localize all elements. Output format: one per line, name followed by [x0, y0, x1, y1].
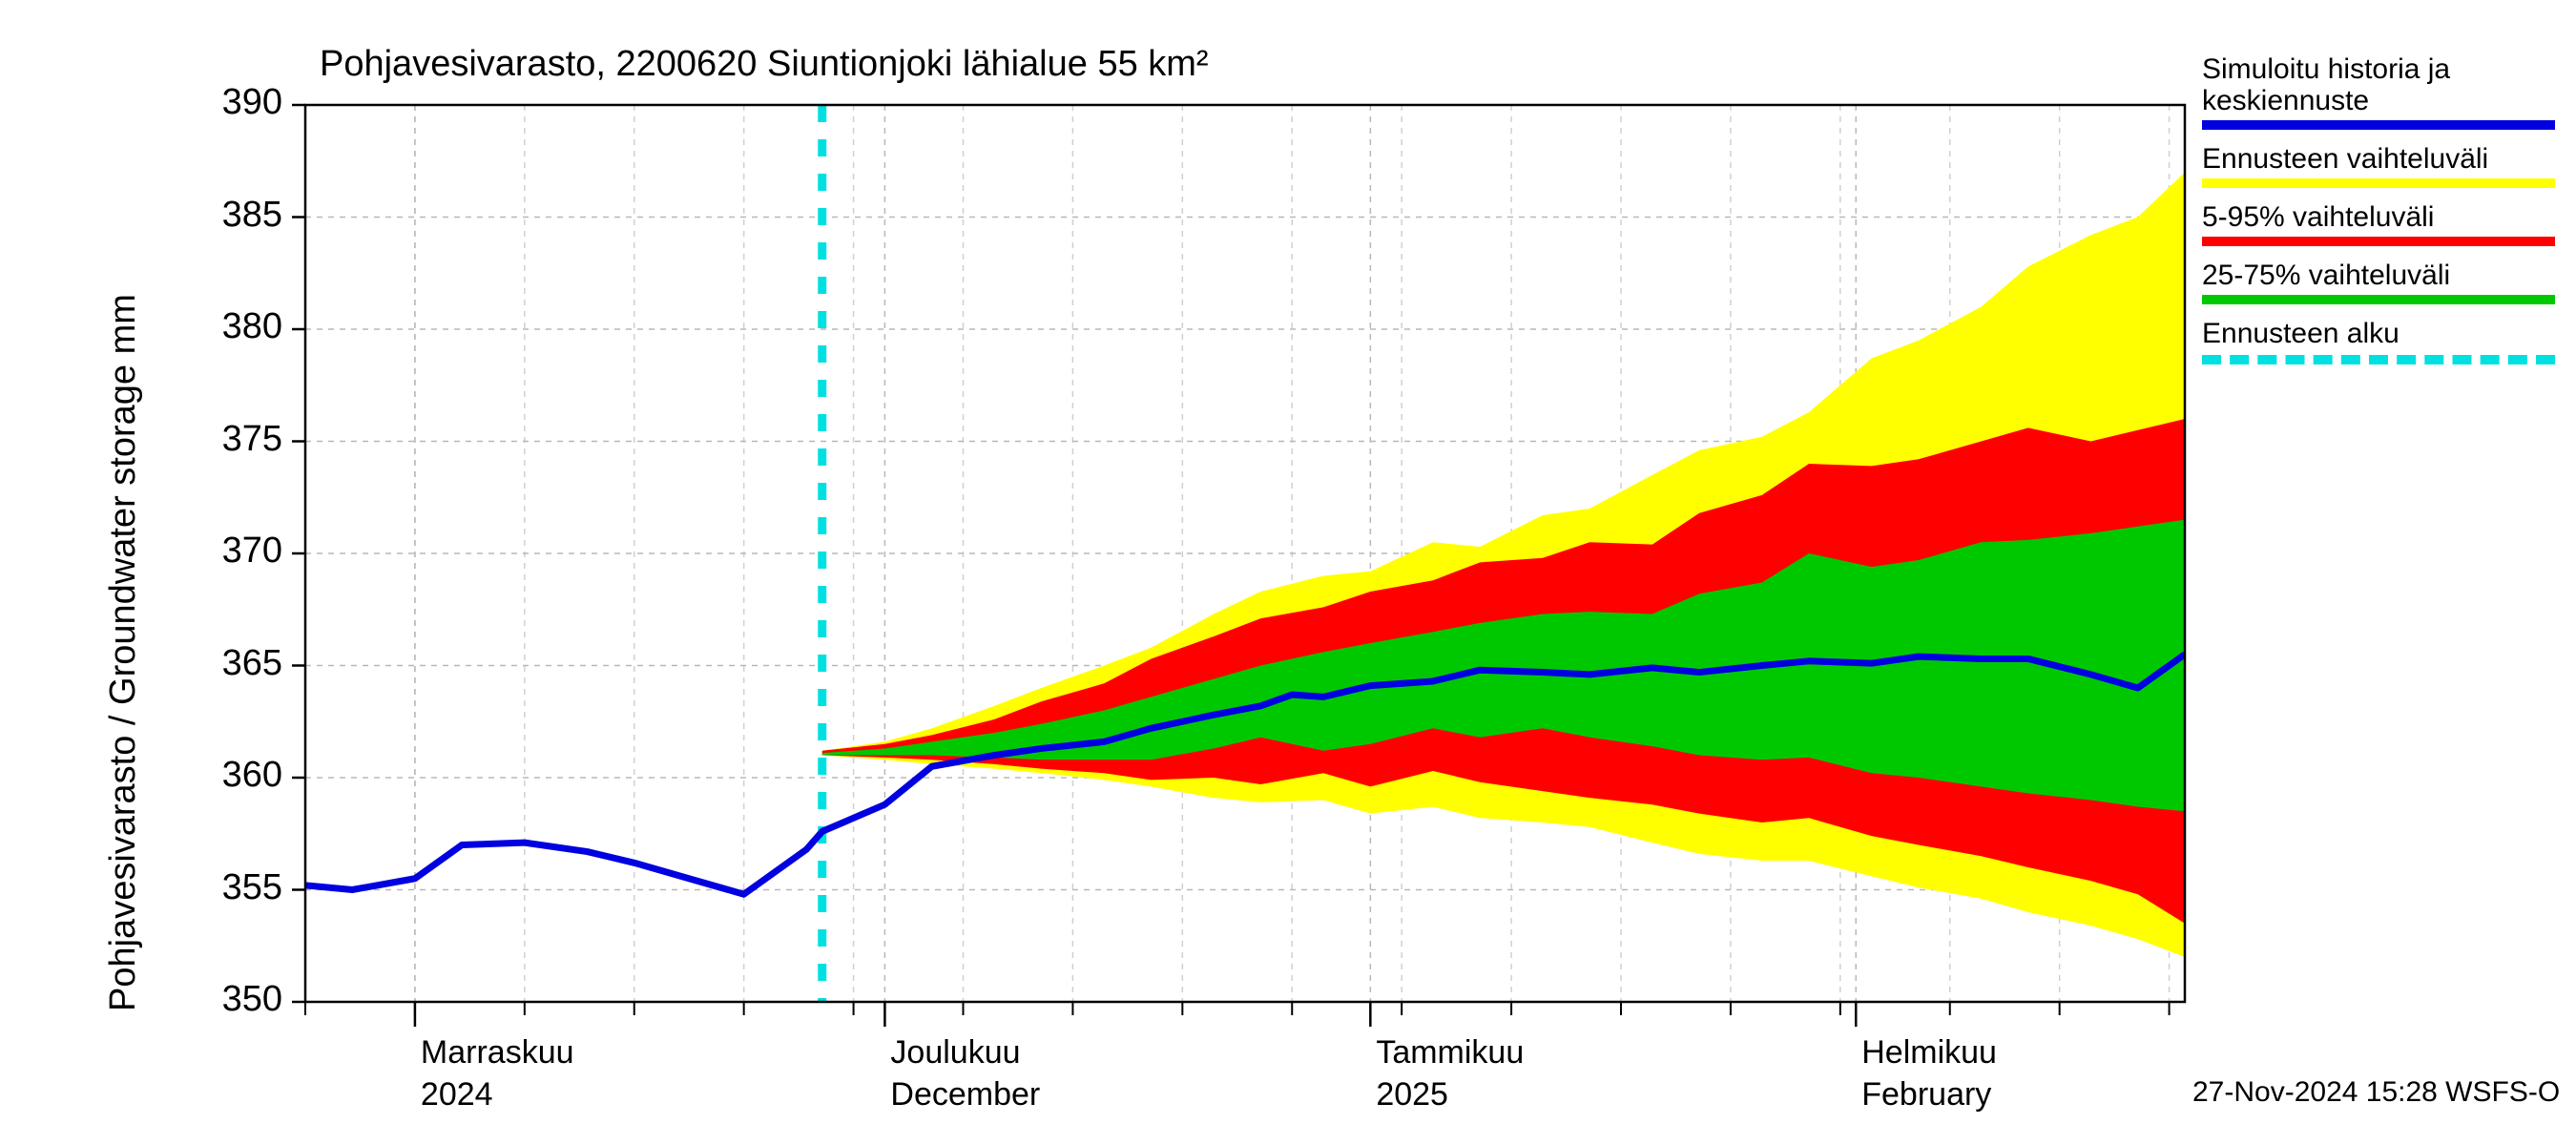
chart-stage: Pohjavesivarasto / Groundwater storage m…	[0, 0, 2576, 1145]
plot-area	[0, 0, 2576, 1145]
